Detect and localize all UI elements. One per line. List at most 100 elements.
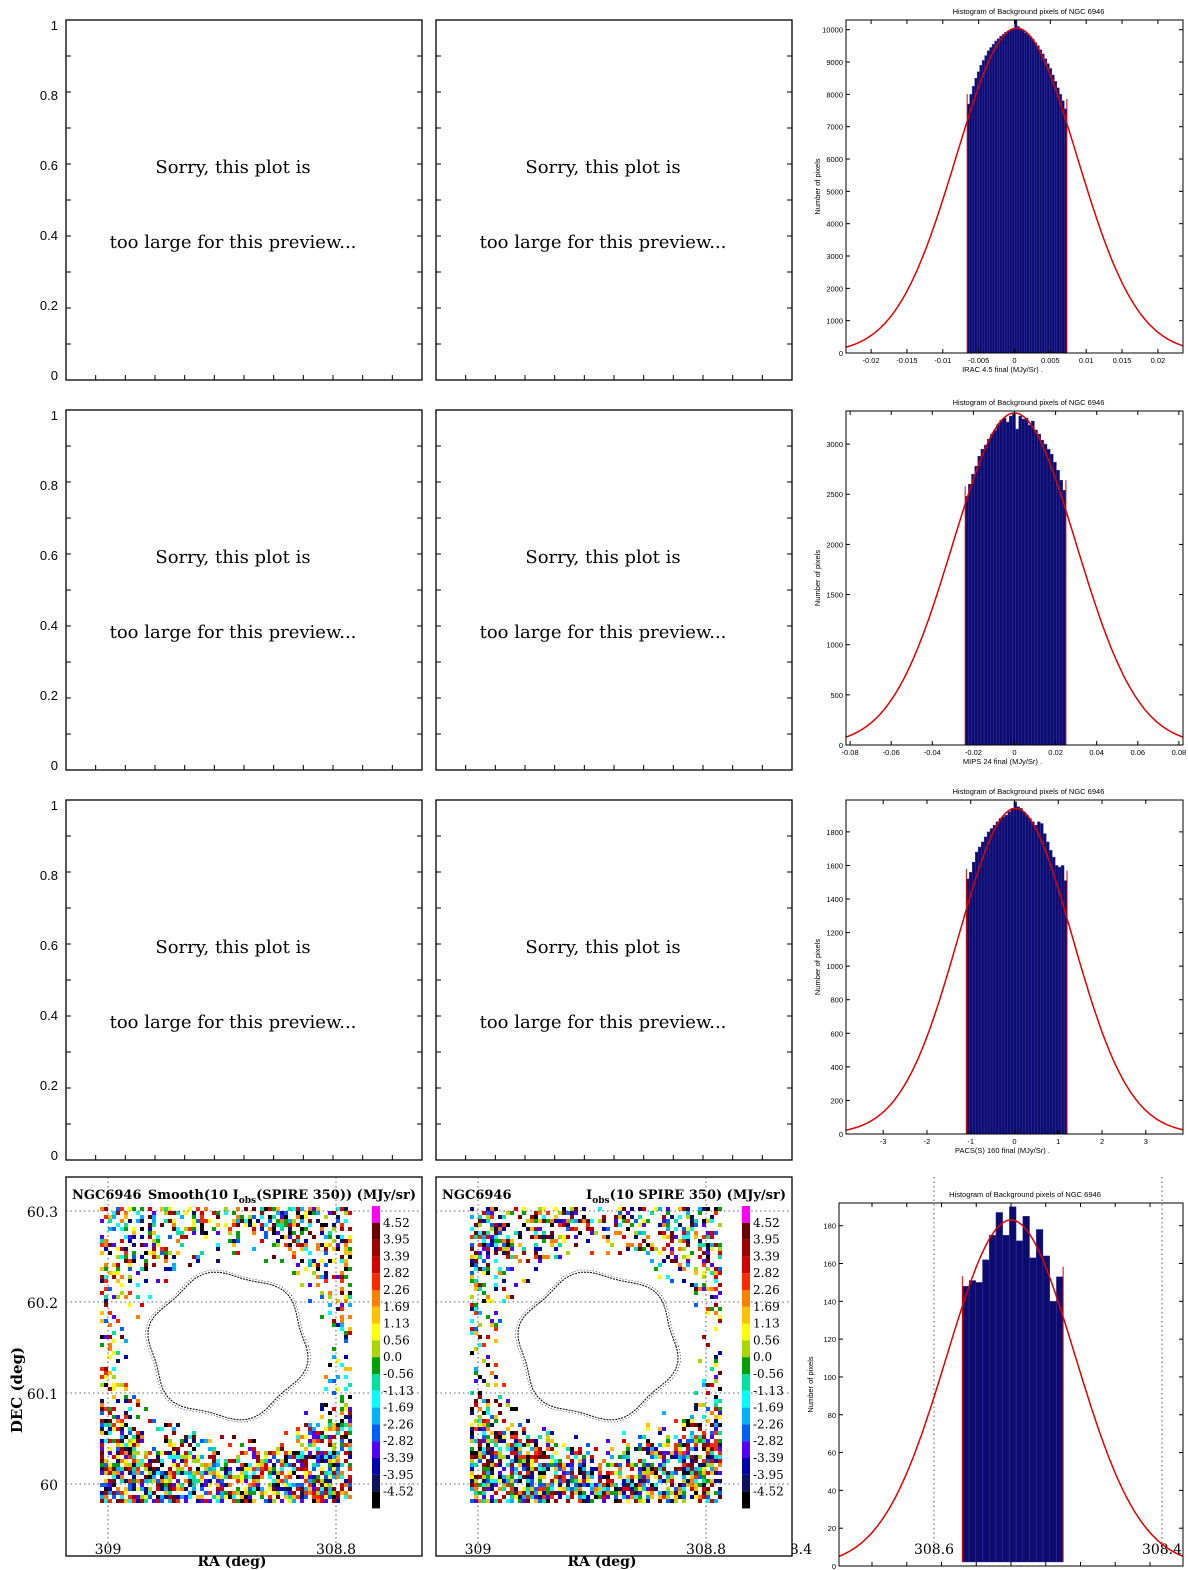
placeholder-line2: too large for this preview...	[480, 232, 727, 253]
map-pixel	[152, 1215, 156, 1219]
map-pixel	[316, 1479, 320, 1483]
map-pixel	[124, 1355, 128, 1359]
map-pixel	[538, 1479, 542, 1483]
map-pixel	[128, 1447, 132, 1451]
histogram-bar	[1013, 801, 1017, 1135]
map-pixel	[490, 1467, 494, 1471]
map-pixel	[578, 1491, 582, 1495]
map-pixel	[698, 1435, 702, 1439]
map-pixel	[276, 1231, 280, 1235]
map-pixel	[474, 1499, 478, 1503]
map-pixel	[172, 1223, 176, 1227]
map-pixel	[674, 1447, 678, 1451]
placeholder-line1: Sorry, this plot is	[525, 937, 680, 958]
map-pixel	[670, 1279, 674, 1283]
map-pixel	[136, 1463, 140, 1467]
map-pixel	[702, 1235, 706, 1239]
map-pixel	[132, 1443, 136, 1447]
map-pixel	[212, 1495, 216, 1499]
map-pixel	[574, 1211, 578, 1215]
map-pixel	[686, 1423, 690, 1427]
map-pixel	[112, 1407, 116, 1411]
map-pixel	[236, 1251, 240, 1255]
map-pixel	[156, 1479, 160, 1483]
map-pixel	[120, 1275, 124, 1279]
map-pixel	[670, 1239, 674, 1243]
map-pixel	[574, 1487, 578, 1491]
map-pixel	[718, 1407, 722, 1411]
map-pixel	[240, 1451, 244, 1455]
map-pixel	[168, 1251, 172, 1255]
map-pixel	[670, 1451, 674, 1455]
colorbar-label: 2.82	[383, 1266, 410, 1280]
map-pixel	[490, 1211, 494, 1215]
map-pixel	[180, 1243, 184, 1247]
map-pixel	[348, 1291, 352, 1295]
map-pixel	[120, 1423, 124, 1427]
map-pixel	[304, 1423, 308, 1427]
map-pixel	[232, 1435, 236, 1439]
map-pixel	[690, 1455, 694, 1459]
map-pixel	[490, 1499, 494, 1503]
map-pixel	[264, 1451, 268, 1455]
map-pixel	[308, 1283, 312, 1287]
map-pixel	[128, 1467, 132, 1471]
map-pixel	[538, 1491, 542, 1495]
map-pixel	[292, 1239, 296, 1243]
panel-frame	[435, 19, 793, 381]
map-pixel	[594, 1467, 598, 1471]
map-pixel	[710, 1455, 714, 1459]
map-pixel	[312, 1491, 316, 1495]
colorbar-swatch	[372, 1256, 380, 1274]
map-pixel	[502, 1287, 506, 1291]
map-pixel	[574, 1207, 578, 1211]
map-pixel	[702, 1403, 706, 1407]
map-pixel	[710, 1243, 714, 1247]
map-pixel	[112, 1211, 116, 1215]
map-pixel	[344, 1431, 348, 1435]
map-pixel	[514, 1283, 518, 1287]
map-pixel	[252, 1451, 256, 1455]
map-pixel	[674, 1455, 678, 1459]
map-pixel	[300, 1491, 304, 1495]
map-pixel	[718, 1495, 722, 1499]
map-pixel	[674, 1259, 678, 1263]
histogram-bar	[999, 419, 1004, 746]
map-pixel	[558, 1475, 562, 1479]
map-pixel	[590, 1483, 594, 1487]
map-pixel	[308, 1439, 312, 1443]
map-pixel	[674, 1227, 678, 1231]
histogram-bar	[1043, 833, 1047, 1135]
map-pixel	[348, 1267, 352, 1271]
map-pixel	[128, 1471, 132, 1475]
map-pixel	[690, 1435, 694, 1439]
map-pixel	[108, 1335, 112, 1339]
map-pixel	[702, 1435, 706, 1439]
map-pixel	[550, 1219, 554, 1223]
map-pixel	[164, 1483, 168, 1487]
map-pixel	[706, 1207, 710, 1211]
map-pixel	[288, 1463, 292, 1467]
map-pixel	[474, 1439, 478, 1443]
map-pixel	[224, 1463, 228, 1467]
map-pixel	[542, 1495, 546, 1499]
map-pixel	[160, 1427, 164, 1431]
map-pixel	[686, 1207, 690, 1211]
map-pixel	[344, 1495, 348, 1499]
map-pixel	[148, 1419, 152, 1423]
histogram-bar	[1057, 866, 1062, 1135]
map-pixel	[168, 1475, 172, 1479]
map-pixel	[348, 1211, 352, 1215]
map-pixel	[100, 1491, 104, 1495]
y-tick-label: 0.8	[40, 868, 58, 883]
map-pixel	[598, 1495, 602, 1499]
map-pixel	[184, 1451, 188, 1455]
map-pixel	[132, 1435, 136, 1439]
map-pixel	[682, 1471, 686, 1475]
map-pixel	[108, 1219, 112, 1223]
galaxy-label: NGC6946	[442, 1188, 512, 1203]
map-pixel	[348, 1383, 352, 1387]
map-pixel	[590, 1251, 594, 1255]
map-pixel	[216, 1215, 220, 1219]
map-pixel	[490, 1471, 494, 1475]
